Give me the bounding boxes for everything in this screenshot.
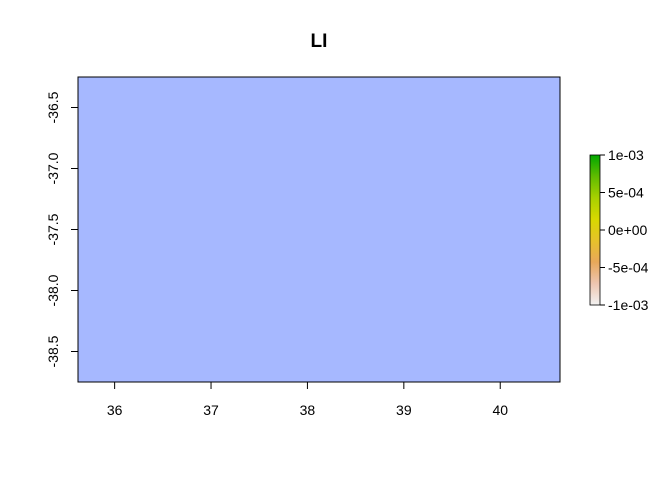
- plot-area: [77, 76, 561, 383]
- x-tick-label: 38: [300, 402, 316, 418]
- y-tick-label: -37.0: [45, 152, 61, 184]
- y-axis: -36.5 -37.0 -37.5 -38.0 -38.5: [45, 91, 78, 367]
- color-legend: 1e-03 5e-04 0e+00 -5e-04 -1e-03: [589, 147, 649, 313]
- chart-title: LI: [311, 31, 328, 52]
- x-tick-label: 40: [492, 402, 508, 418]
- legend-tick-label: 5e-04: [608, 185, 644, 201]
- x-tick-label: 36: [107, 402, 123, 418]
- x-axis: 36 37 38 39 40: [107, 382, 508, 418]
- raster-fill: [78, 77, 560, 382]
- x-tick-label: 37: [203, 402, 219, 418]
- legend-tick-label: -1e-03: [608, 297, 649, 313]
- y-tick-label: -37.5: [45, 213, 61, 245]
- legend-tick-label: 0e+00: [608, 222, 648, 238]
- legend-color-bar: [590, 155, 600, 305]
- legend-tick-label: 1e-03: [608, 147, 644, 163]
- y-tick-label: -38.5: [45, 335, 61, 367]
- legend-tick-label: -5e-04: [608, 260, 649, 276]
- x-tick-label: 39: [396, 402, 412, 418]
- y-tick-label: -36.5: [45, 91, 61, 123]
- y-tick-label: -38.0: [45, 274, 61, 306]
